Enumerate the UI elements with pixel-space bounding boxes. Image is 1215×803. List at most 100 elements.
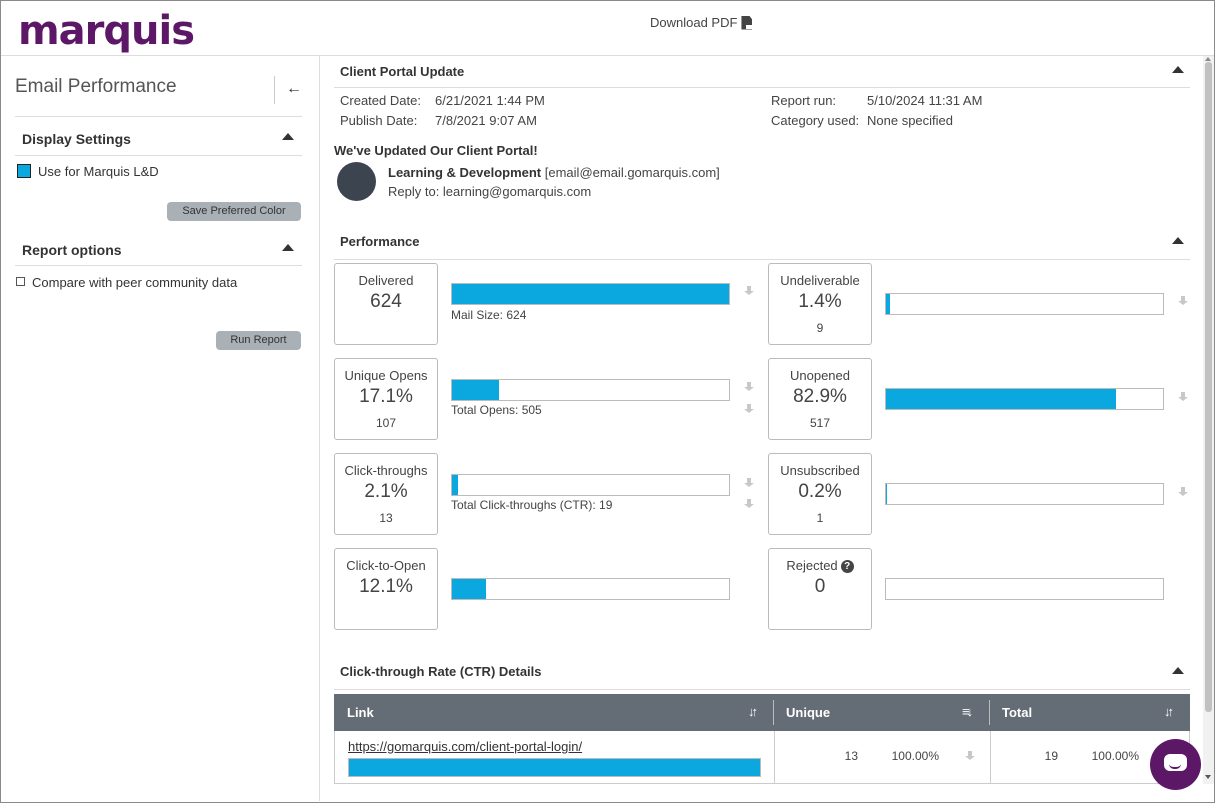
mail-size-caption: Mail Size: 624 — [451, 308, 527, 322]
unsubscribed-value: 0.2% — [798, 481, 842, 502]
campaign-heading: Client Portal Update — [340, 64, 465, 79]
download-icon[interactable] — [964, 751, 976, 763]
column-header-unique[interactable]: Unique — [786, 705, 831, 720]
ctr-total-count: 19 — [1044, 749, 1058, 763]
download-icon[interactable] — [743, 499, 755, 511]
report-run-label: Report run: — [771, 93, 837, 108]
unsubscribed-card: Unsubscribed 0.2% 1 — [768, 453, 872, 535]
run-report-button[interactable]: Run Report — [216, 331, 301, 350]
display-settings-heading: Display Settings — [22, 131, 131, 147]
save-preferred-color-button[interactable]: Save Preferred Color — [167, 202, 301, 221]
scroll-up-icon[interactable] — [1205, 57, 1211, 61]
table-row: https://gomarquis.com/client-portal-logi… — [334, 731, 1190, 784]
divider — [334, 689, 1190, 690]
rejected-value: 0 — [814, 576, 826, 597]
sidebar: Email Performance ← Display Settings Use… — [1, 56, 320, 801]
rejected-bar — [885, 578, 1164, 600]
download-icon[interactable] — [743, 382, 755, 394]
report-run-value: 5/10/2024 11:31 AM — [867, 93, 983, 108]
column-divider — [990, 731, 991, 783]
unopened-label: Unopened — [790, 368, 850, 383]
category-value: None specified — [867, 113, 953, 128]
unique-opens-bar — [451, 379, 730, 401]
collapse-report-options-icon[interactable] — [282, 244, 294, 251]
publish-date-value: 7/8/2021 9:07 AM — [435, 113, 537, 128]
question-circle-icon[interactable]: ? — [840, 560, 854, 573]
unique-opens-card: Unique Opens 17.1% 107 — [334, 358, 438, 440]
ctr-link-bar-fill — [349, 759, 760, 776]
unsubscribed-label: Unsubscribed — [780, 463, 860, 478]
unopened-value: 82.9% — [793, 386, 847, 407]
collapse-performance-icon[interactable] — [1172, 237, 1184, 244]
sort-icon[interactable]: ↓↑ — [1164, 704, 1174, 719]
delivered-value: 624 — [370, 291, 402, 312]
column-header-link[interactable]: Link — [347, 705, 374, 720]
column-divider — [773, 700, 774, 725]
divider — [334, 259, 1190, 260]
sender-name: Learning & Development — [388, 165, 542, 180]
sort-icon[interactable]: ↓↑ — [748, 704, 758, 719]
delivered-label: Delivered — [358, 273, 414, 288]
ctr-unique-count: 13 — [844, 749, 858, 763]
ctr-link-bar — [348, 758, 761, 777]
click-throughs-label: Click-throughs — [344, 463, 428, 478]
unopened-bar-fill — [886, 389, 1116, 409]
performance-heading: Performance — [340, 234, 420, 249]
column-divider — [774, 731, 775, 783]
undeliverable-count: 9 — [816, 321, 824, 335]
click-to-open-bar-fill — [452, 579, 486, 599]
click-throughs-bar — [451, 474, 730, 496]
delivered-card: Delivered 624 — [334, 263, 438, 345]
publish-date-label: Publish Date: — [340, 113, 418, 128]
unique-opens-bar-fill — [452, 380, 500, 400]
main-content: Client Portal Update Created Date: 6/21/… — [334, 56, 1190, 801]
chat-button[interactable] — [1150, 739, 1201, 790]
column-divider — [989, 700, 990, 725]
download-icon[interactable] — [1177, 487, 1189, 499]
ctr-link[interactable]: https://gomarquis.com/client-portal-logi… — [348, 739, 583, 754]
compare-checkbox[interactable] — [16, 277, 25, 286]
sender-email: [email@email.gomarquis.com] — [544, 165, 720, 180]
created-date-label: Created Date: — [340, 93, 421, 108]
column-header-total[interactable]: Total — [1002, 705, 1033, 720]
download-pdf-label: Download PDF — [650, 15, 738, 30]
click-throughs-value: 2.1% — [364, 481, 408, 502]
unopened-bar — [885, 388, 1164, 410]
arrow-left-icon[interactable]: ← — [286, 80, 302, 97]
click-to-open-card: Click-to-Open 12.1% — [334, 548, 438, 630]
click-throughs-card: Click-throughs 2.1% 13 — [334, 453, 438, 535]
ctr-heading: Click-through Rate (CTR) Details — [340, 664, 542, 679]
download-icon[interactable] — [743, 286, 755, 298]
unopened-card: Unopened 82.9% 517 — [768, 358, 872, 440]
unique-opens-value: 17.1% — [359, 386, 413, 407]
click-to-open-bar — [451, 578, 730, 600]
created-date-value: 6/21/2021 1:44 PM — [435, 93, 545, 108]
download-icon[interactable] — [1177, 392, 1189, 404]
download-icon[interactable] — [1177, 296, 1189, 308]
divider — [15, 155, 302, 156]
unsubscribed-bar — [885, 483, 1164, 505]
download-icon[interactable] — [743, 404, 755, 416]
click-to-open-value: 12.1% — [359, 576, 413, 597]
scrollbar-thumb[interactable] — [1205, 62, 1212, 712]
download-icon[interactable] — [743, 478, 755, 490]
collapse-ctr-icon[interactable] — [1172, 667, 1184, 674]
unopened-count: 517 — [809, 416, 831, 430]
color-swatch[interactable] — [17, 164, 31, 178]
sort-desc-icon[interactable]: ≡↓ — [962, 704, 973, 719]
compare-label: Compare with peer community data — [32, 275, 238, 290]
download-pdf-link[interactable]: Download PDF — [650, 15, 753, 30]
ctr-unique-pct: 100.00% — [891, 749, 939, 763]
rejected-label-row: Rejected? — [769, 558, 871, 573]
unsubscribed-count: 1 — [816, 511, 824, 525]
pdf-icon — [741, 15, 753, 30]
avatar — [337, 162, 376, 201]
color-label: Use for Marquis L&D — [38, 164, 159, 179]
marquis-logo[interactable]: marquis — [18, 8, 195, 54]
sidebar-title-divider — [274, 76, 275, 104]
collapse-campaign-icon[interactable] — [1172, 66, 1184, 73]
collapse-display-settings-icon[interactable] — [282, 133, 294, 140]
scroll-down-icon[interactable] — [1205, 775, 1211, 779]
rejected-card: Rejected? 0 — [768, 548, 872, 630]
reply-to: Reply to: learning@gomarquis.com — [388, 184, 592, 199]
